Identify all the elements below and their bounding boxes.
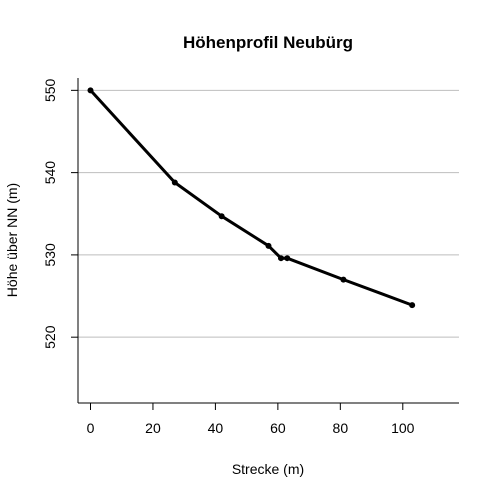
y-tick-label: 520	[42, 325, 58, 349]
series-layer	[87, 87, 416, 309]
x-tick-label: 40	[208, 420, 224, 436]
data-point	[284, 255, 291, 262]
data-point	[265, 242, 272, 249]
data-point	[409, 302, 416, 309]
axes	[77, 78, 459, 404]
y-axis-label: Höhe über NN (m)	[4, 183, 20, 297]
x-tick-label: 20	[145, 420, 161, 436]
data-point	[87, 87, 94, 94]
data-point	[277, 255, 284, 262]
chart-title: Höhenprofil Neubürg	[183, 33, 353, 52]
y-tick-label: 530	[42, 243, 58, 267]
x-axis-label: Strecke (m)	[232, 461, 304, 477]
x-tick-label: 80	[333, 420, 349, 436]
y-axis-ticks: 520 530 540 550	[42, 78, 78, 349]
x-tick-label: 100	[391, 420, 415, 436]
series-line	[89, 88, 414, 307]
data-point	[171, 179, 178, 186]
x-axis-ticks: 0 20 40 60 80 100	[87, 403, 415, 436]
y-tick-label: 540	[42, 161, 58, 185]
data-point	[218, 213, 225, 220]
y-tick-label: 550	[42, 78, 58, 102]
x-tick-label: 0	[87, 420, 95, 436]
gridlines	[78, 89, 459, 338]
data-point	[340, 276, 347, 283]
x-tick-label: 60	[270, 420, 286, 436]
